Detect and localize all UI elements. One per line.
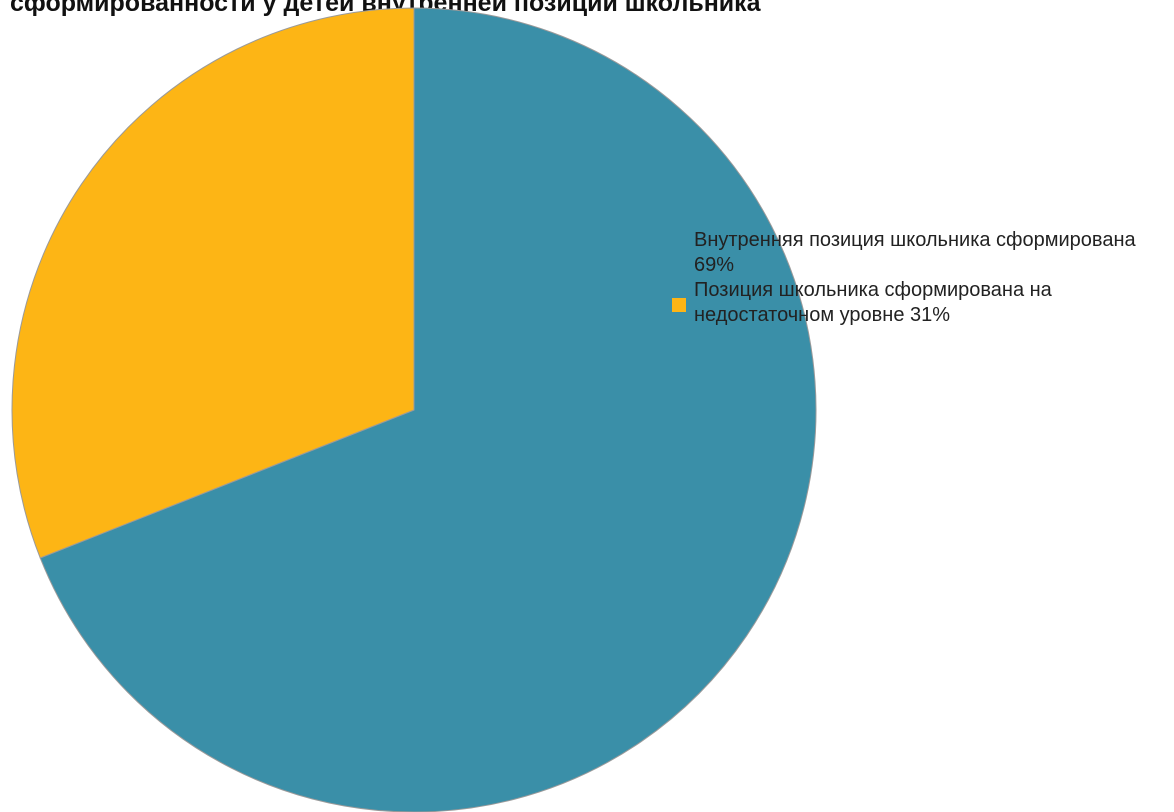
- legend-swatch-insufficient: [672, 298, 686, 312]
- pie-slice-formed: [39, 7, 817, 812]
- legend-item-formed: Внутренняя позиция школьника сформирован…: [672, 228, 1174, 278]
- legend-label-formed: Внутренняя позиция школьника сформирован…: [694, 229, 1136, 276]
- pie-slice-insufficient: [11, 7, 415, 559]
- legend-label-insufficient: Позиция школьника сформирована на недост…: [694, 279, 1052, 326]
- pie-slices: [11, 7, 817, 812]
- legend: Внутренняя позиция школьника сформирован…: [672, 228, 1174, 328]
- legend-item-insufficient: Позиция школьника сформирована на недост…: [672, 278, 1174, 328]
